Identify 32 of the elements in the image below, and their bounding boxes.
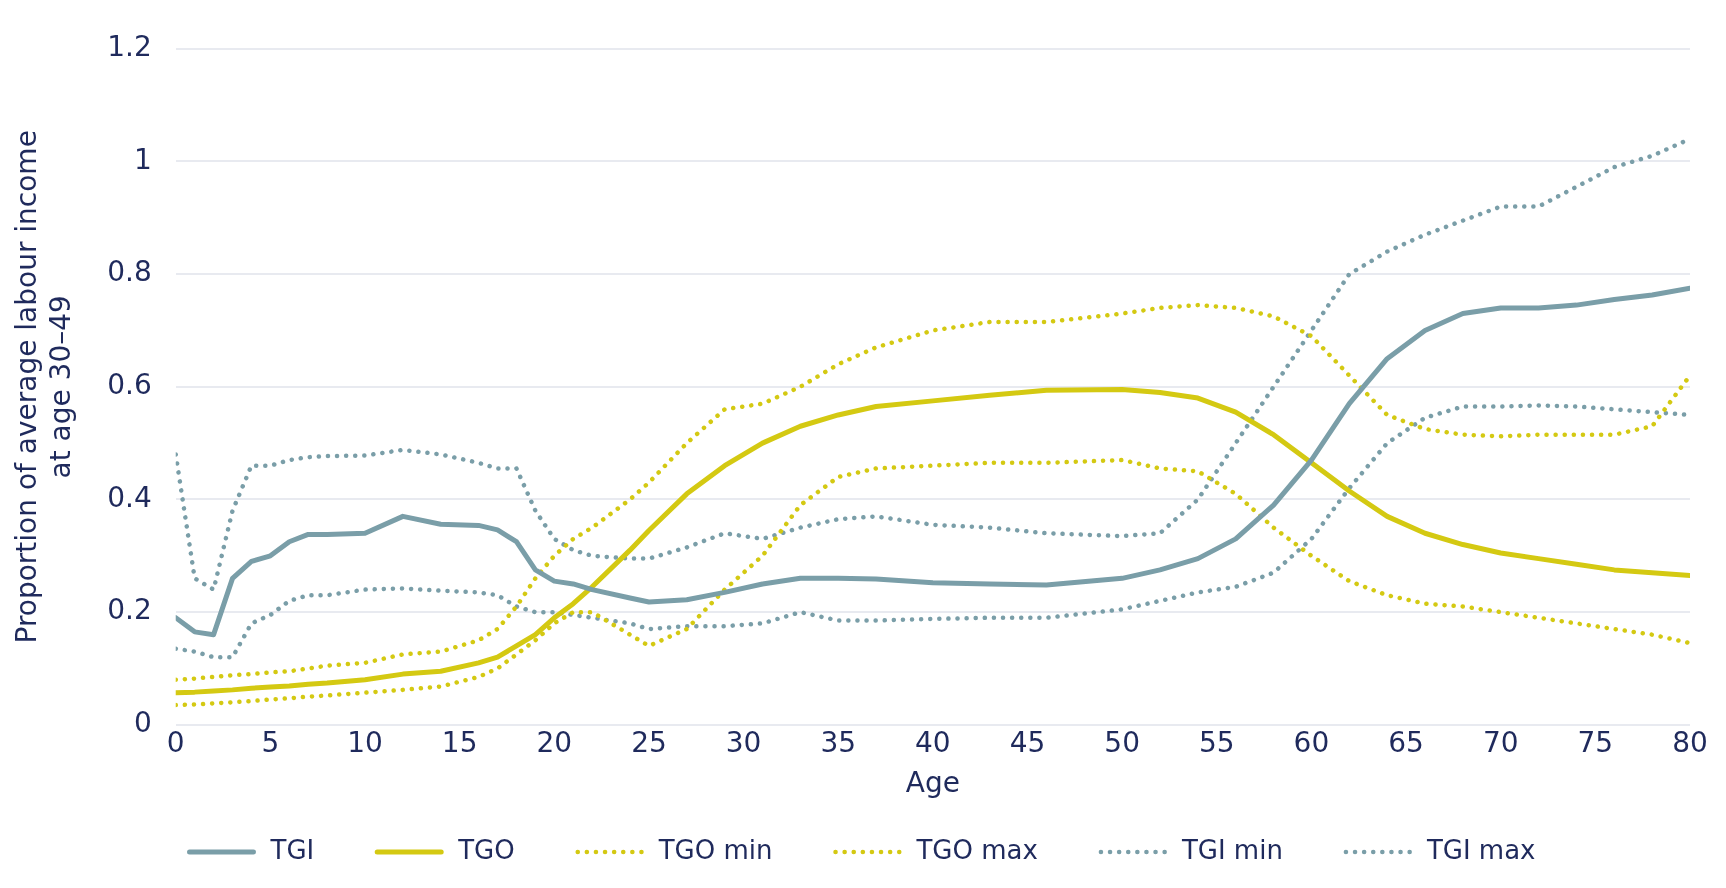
x-tick-label: 35 bbox=[820, 725, 857, 759]
x-tick-label: 45 bbox=[1009, 725, 1046, 759]
x-tick-label: 0 bbox=[166, 725, 185, 759]
x-tick-label: 70 bbox=[1482, 725, 1519, 759]
legend-label: TGO bbox=[457, 834, 515, 865]
legend-label: TGO max bbox=[915, 834, 1038, 865]
x-tick-label: 65 bbox=[1388, 725, 1424, 759]
x-tick-label: 15 bbox=[441, 725, 478, 759]
x-tick-label: 50 bbox=[1104, 725, 1140, 759]
y-tick-label: 0.6 bbox=[107, 368, 152, 402]
line-series bbox=[175, 302, 1690, 682]
x-tick-label: 60 bbox=[1293, 725, 1330, 759]
x-tick-label: 5 bbox=[261, 725, 280, 759]
y-axis-title: Proportion of average labour income at age 30–49 bbox=[10, 130, 77, 644]
x-tick-label: 25 bbox=[631, 725, 667, 759]
y-tick-label: 0.8 bbox=[107, 255, 152, 289]
legend-label: TGI min bbox=[1180, 834, 1283, 865]
legend-label: TGI max bbox=[1425, 834, 1536, 865]
x-tick-label: 30 bbox=[725, 725, 762, 759]
x-tick-label: 10 bbox=[347, 725, 383, 759]
legend-label: TGO min bbox=[657, 834, 773, 865]
y-tick-label: 0.2 bbox=[107, 593, 152, 627]
x-tick-label: 40 bbox=[915, 725, 951, 759]
x-tick-label: 80 bbox=[1672, 725, 1708, 759]
y-tick-label: 0.4 bbox=[107, 480, 152, 514]
x-tick-label: 75 bbox=[1577, 725, 1614, 759]
legend-label: TGI bbox=[269, 834, 315, 865]
x-tick-label: 20 bbox=[536, 725, 573, 759]
y-tick-label: 1.2 bbox=[107, 30, 152, 64]
y-tick-label: 1 bbox=[133, 142, 152, 176]
x-tick-label: 55 bbox=[1198, 725, 1235, 759]
x-axis-title: Age bbox=[905, 766, 960, 800]
